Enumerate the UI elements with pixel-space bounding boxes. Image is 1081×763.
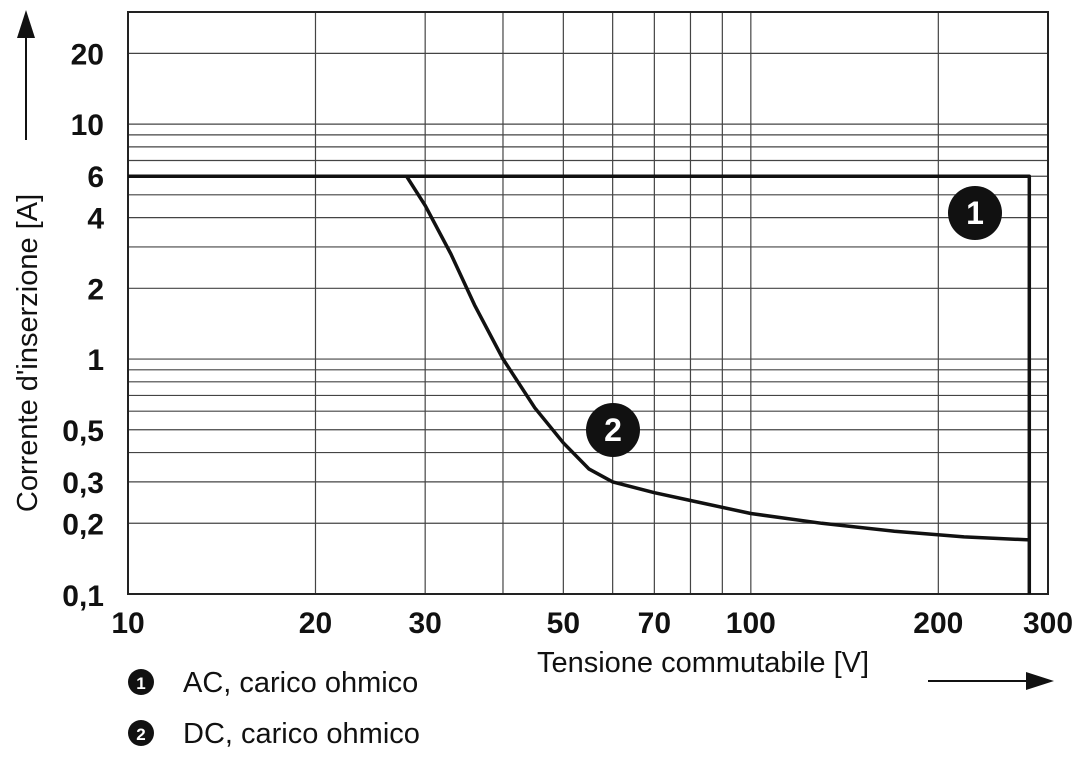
x-tick-label: 300 [1023, 607, 1073, 640]
x-tick-label: 200 [913, 607, 963, 640]
x-tick-label: 100 [726, 607, 776, 640]
series-line-1 [128, 174, 1032, 594]
series-badge-2-circle [586, 403, 640, 457]
x-axis-title: Tensione commutabile [V] [537, 647, 869, 679]
y-tick-label: 1 [87, 344, 104, 377]
x-tick-labels: 10 20 30 50 70 100 200 300 [111, 607, 1073, 640]
y-tick-label: 6 [87, 161, 104, 194]
y-axis-arrow [17, 10, 35, 140]
series-badge-1-label: 1 [966, 195, 984, 231]
y-tick-label: 0,1 [62, 580, 104, 613]
series-line-2 [405, 175, 1030, 542]
x-tick-label: 50 [547, 607, 580, 640]
legend-badge-number: 1 [136, 674, 145, 693]
legend-badge-number: 2 [136, 725, 145, 744]
grid [127, 11, 1049, 595]
legend-badge-2 [128, 720, 154, 746]
y-tick-label: 2 [87, 273, 104, 306]
y-tick-label: 0,2 [62, 508, 104, 541]
x-tick-label: 30 [408, 607, 441, 640]
series-badge-2-label: 2 [604, 412, 622, 448]
x-tick-label: 10 [111, 607, 144, 640]
series-layer [128, 174, 1032, 594]
x-tick-label: 20 [299, 607, 332, 640]
legend: 1 AC, carico ohmico 2 DC, carico ohmico [128, 667, 420, 750]
legend-label: AC, carico ohmico [183, 667, 418, 699]
series-badge-1-circle [948, 186, 1002, 240]
x-axis-arrow [928, 672, 1054, 690]
legend-label: DC, carico ohmico [183, 718, 420, 750]
y-tick-label: 20 [71, 38, 104, 71]
y-tick-label: 10 [71, 109, 104, 142]
y-tick-label: 0,3 [62, 467, 104, 500]
y-tick-label: 4 [87, 203, 104, 236]
y-tick-label: 0,5 [62, 415, 104, 448]
series-badges: 12 [586, 186, 1002, 457]
plot-frame [127, 11, 1049, 595]
y-tick-labels: 0,1 0,2 0,3 0,5 1 2 4 6 10 20 [62, 38, 104, 613]
y-axis-title: Corrente d'inserzione [A] [12, 194, 44, 512]
x-tick-label: 70 [638, 607, 671, 640]
legend-badge-1 [128, 669, 154, 695]
